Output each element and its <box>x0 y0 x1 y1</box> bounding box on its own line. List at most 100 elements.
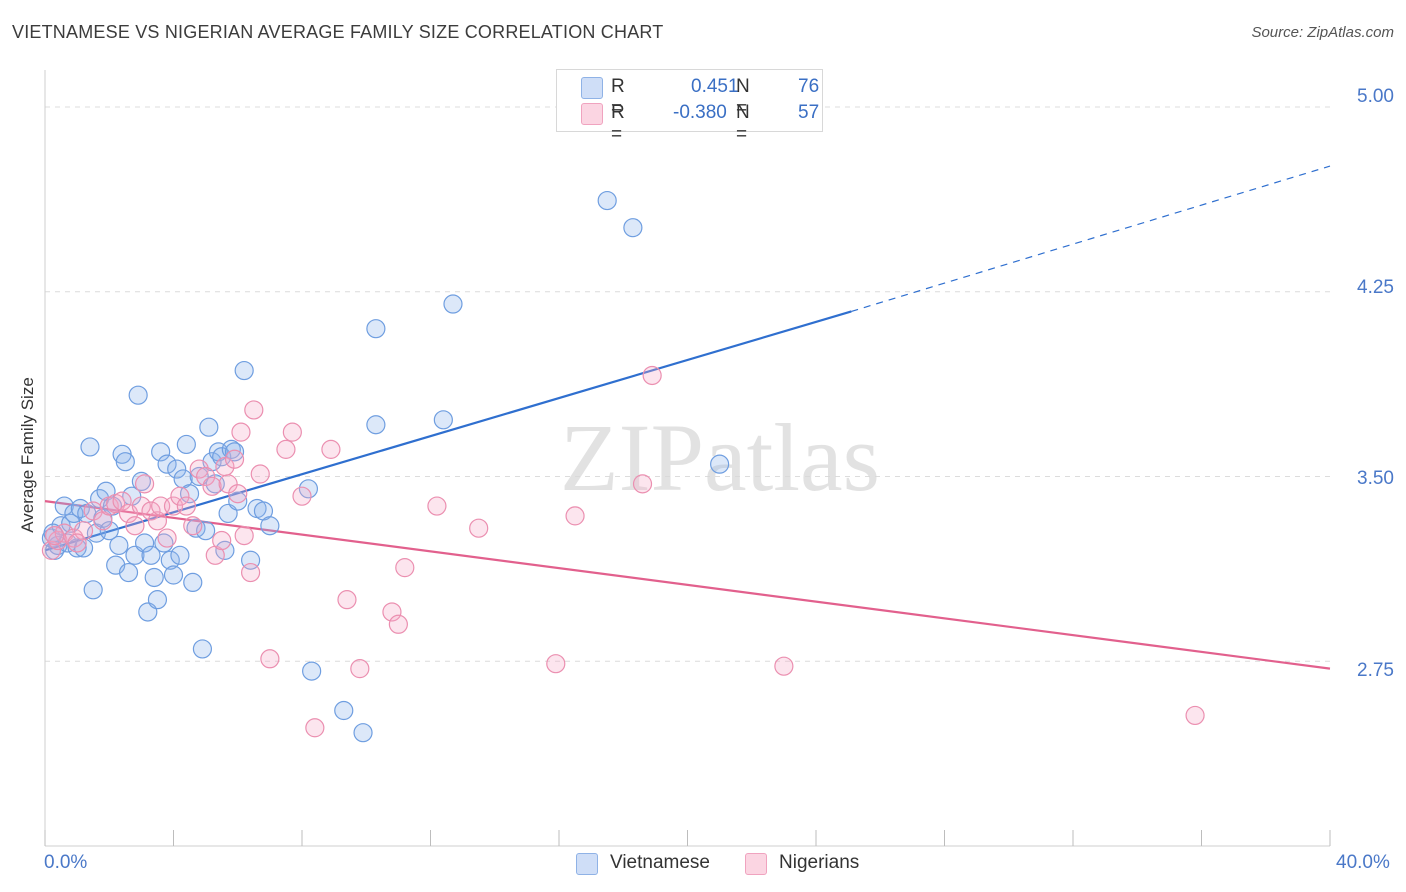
nigerian-point <box>260 649 280 669</box>
vietnamese-point <box>224 442 245 462</box>
nigerian-point <box>176 496 196 516</box>
vietnamese-point <box>170 545 190 565</box>
vietnamese-point <box>157 454 177 474</box>
vietnamese-point <box>73 538 94 558</box>
y-tick-label: 4.25 <box>1357 277 1394 298</box>
vietnamese-point <box>118 562 139 583</box>
nigerian-point <box>632 474 653 494</box>
vietnamese-point <box>228 491 248 511</box>
legend-item-nigerians[interactable]: Nigerians <box>745 852 875 876</box>
vietnamese-point <box>160 550 180 570</box>
vietnamese-point <box>192 639 213 659</box>
vietnamese-point <box>144 567 164 588</box>
vietnamese-point <box>597 190 617 211</box>
nigerian-point <box>244 400 264 420</box>
vietnamese-trend-line <box>44 310 852 552</box>
legend-item-vietnamese[interactable]: Vietnamese <box>576 852 726 876</box>
vietnamese-point <box>163 565 184 585</box>
vietnamese-point <box>196 521 216 541</box>
nigerian-point <box>565 506 585 526</box>
vietnamese-point <box>433 410 453 430</box>
nigerian-point <box>231 422 251 442</box>
nigerian-point <box>388 614 408 634</box>
nigerian-point <box>321 439 341 459</box>
nigerians-swatch <box>581 103 603 125</box>
y-axis-label: Average Family Size <box>18 377 37 533</box>
vietnamese-point <box>176 434 196 455</box>
nigerian-point <box>546 654 566 674</box>
vietnamese-point <box>189 466 209 487</box>
nigerian-point <box>170 486 190 506</box>
nigerian-point <box>112 491 132 511</box>
nigerian-point <box>395 558 415 578</box>
vietnamese-point <box>334 700 354 721</box>
nigerian-point <box>141 501 161 521</box>
nigerian-point <box>224 449 245 469</box>
nigerian-point <box>382 602 402 622</box>
y-tick-label: 2.75 <box>1357 660 1394 681</box>
vietnamese-point <box>443 294 463 314</box>
vietnamese-point <box>115 452 135 472</box>
nigerian-point <box>234 525 254 546</box>
nigerian-point <box>183 516 203 536</box>
vietnamese-point <box>623 218 643 238</box>
vietnamese-swatch <box>581 77 603 99</box>
nigerian-point <box>202 476 222 496</box>
vietnamese-trend-extension <box>851 165 1331 312</box>
nigerian-point <box>212 530 232 551</box>
nigerian-trend-line <box>44 500 1331 670</box>
r-value-nigerians: -0.380 <box>673 102 727 123</box>
vietnamese-point <box>167 459 187 479</box>
watermark: ZIPatlas <box>560 404 880 511</box>
vietnamese-point <box>151 442 171 462</box>
correlation-stats-box: R = 0.451 N = 76 R = -0.380 N = 57 <box>556 69 823 145</box>
vietnamese-point <box>302 661 322 681</box>
x-tick-label: 0.0% <box>44 852 88 873</box>
vietnamese-point <box>83 580 103 600</box>
vietnamese-point <box>710 454 730 474</box>
nigerian-point <box>134 474 155 494</box>
nigerian-point <box>292 486 312 506</box>
nigerian-point <box>350 659 370 679</box>
n-value-vietnamese: 76 <box>798 76 820 97</box>
y-tick-label: 3.50 <box>1357 468 1394 489</box>
nigerian-point <box>131 496 151 516</box>
vietnamese-point <box>366 319 386 339</box>
nigerian-point <box>1185 705 1205 726</box>
vietnamese-point <box>183 572 203 593</box>
data-points <box>41 190 1205 743</box>
vietnamese-point <box>199 417 219 437</box>
vietnamese-point <box>131 471 151 492</box>
vietnamese-point <box>141 545 161 565</box>
source-credit: Source: ZipAtlas.com <box>1251 24 1394 41</box>
nigerian-point <box>189 459 209 479</box>
grid-lines <box>45 106 1330 662</box>
vietnamese-point <box>134 533 155 553</box>
nigerians-legend-swatch <box>745 853 767 875</box>
nigerian-point <box>218 474 238 494</box>
nigerian-point <box>282 422 302 442</box>
vietnamese-legend-swatch <box>576 853 598 875</box>
vietnamese-point <box>366 415 386 435</box>
vietnamese-point <box>99 521 119 541</box>
x-tick-label: 40.0% <box>1336 852 1390 873</box>
legend-label: Nigerians <box>779 852 860 873</box>
nigerian-point <box>196 466 216 487</box>
nigerian-point <box>469 518 489 538</box>
vietnamese-point <box>260 516 280 536</box>
vietnamese-point <box>234 360 254 381</box>
n-label: N = <box>736 102 750 145</box>
nigerian-point <box>73 521 94 541</box>
n-value-nigerians: 57 <box>798 102 820 123</box>
vietnamese-point <box>54 496 74 516</box>
nigerian-point <box>276 439 296 459</box>
nigerian-point <box>147 511 168 531</box>
nigerian-point <box>241 562 261 583</box>
chart-title: VIETNAMESE VS NIGERIAN AVERAGE FAMILY SI… <box>12 22 664 42</box>
trend-lines <box>44 165 1331 670</box>
nigerian-point <box>41 540 62 560</box>
nigerian-point <box>157 528 177 548</box>
r-value-vietnamese: 0.451 <box>691 76 739 97</box>
legend-label: Vietnamese <box>610 852 710 873</box>
